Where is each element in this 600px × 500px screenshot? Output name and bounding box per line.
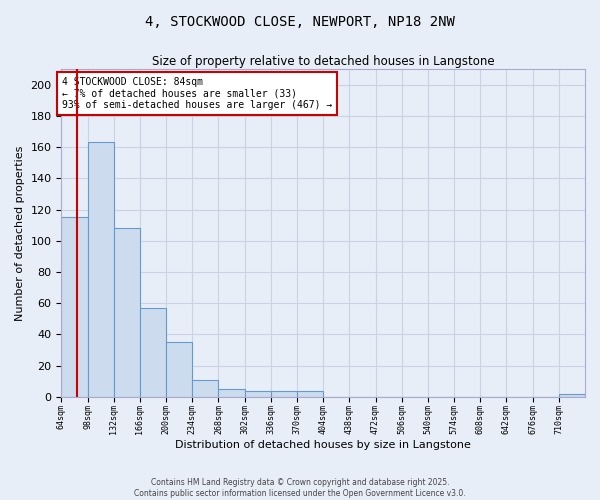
X-axis label: Distribution of detached houses by size in Langstone: Distribution of detached houses by size … <box>175 440 471 450</box>
Text: 4 STOCKWOOD CLOSE: 84sqm
← 7% of detached houses are smaller (33)
93% of semi-de: 4 STOCKWOOD CLOSE: 84sqm ← 7% of detache… <box>62 77 332 110</box>
Bar <box>245 390 271 397</box>
Text: 4, STOCKWOOD CLOSE, NEWPORT, NP18 2NW: 4, STOCKWOOD CLOSE, NEWPORT, NP18 2NW <box>145 15 455 29</box>
Title: Size of property relative to detached houses in Langstone: Size of property relative to detached ho… <box>152 55 494 68</box>
Bar <box>271 390 297 397</box>
Bar <box>114 228 140 397</box>
Bar <box>140 308 166 397</box>
Bar <box>61 218 88 397</box>
Y-axis label: Number of detached properties: Number of detached properties <box>15 146 25 320</box>
Bar <box>166 342 193 397</box>
Text: Contains HM Land Registry data © Crown copyright and database right 2025.
Contai: Contains HM Land Registry data © Crown c… <box>134 478 466 498</box>
Bar <box>218 389 245 397</box>
Bar <box>193 380 218 397</box>
Bar <box>297 390 323 397</box>
Bar <box>88 142 114 397</box>
Bar <box>559 394 585 397</box>
